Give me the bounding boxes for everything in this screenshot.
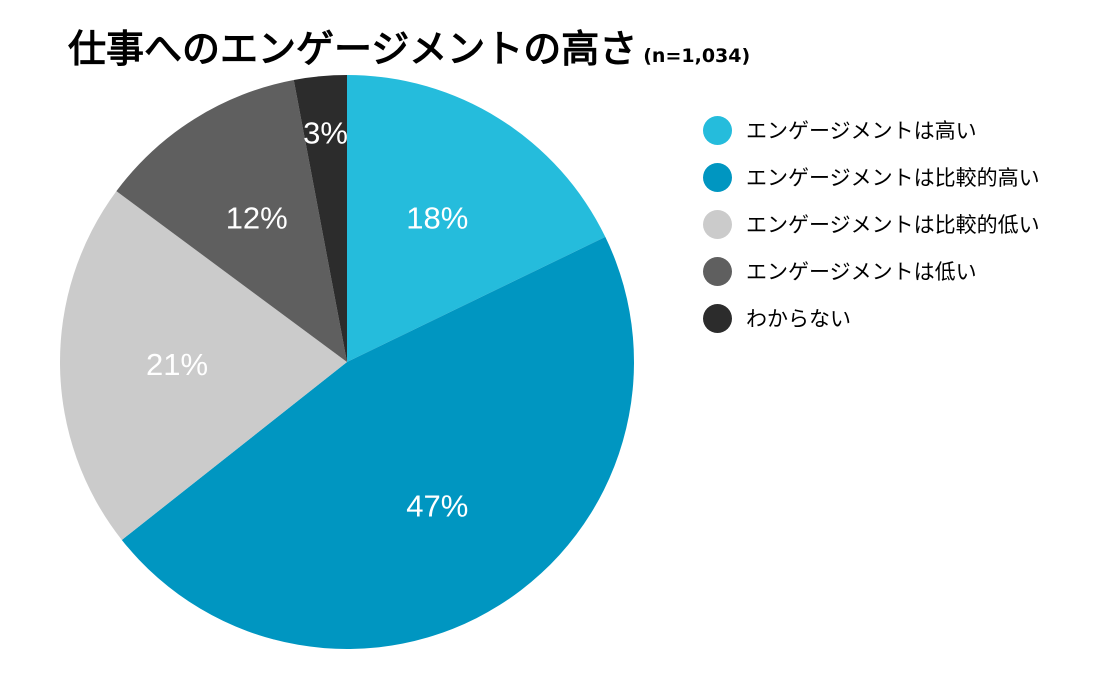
legend-item: エンゲージメントは比較的高い: [703, 161, 1083, 193]
pie-slice: [60, 191, 348, 540]
legend-item: エンゲージメントは比較的低い: [703, 208, 1083, 240]
legend-swatch: [703, 115, 732, 145]
slice-label: 47%: [406, 489, 468, 524]
legend-item: わからない: [703, 302, 1083, 334]
legend: エンゲージメントは高い エンゲージメントは比較的高い エンゲージメントは比較的低…: [703, 114, 1083, 349]
legend-label: エンゲージメントは高い: [746, 119, 977, 143]
slice-label: 3%: [303, 116, 348, 151]
slice-label: 18%: [406, 200, 468, 235]
pie-slice: [121, 236, 634, 649]
legend-label: わからない: [746, 307, 851, 331]
pie-slice: [347, 75, 606, 362]
chart-title-main: 仕事へのエンゲージメントの高さ: [68, 27, 638, 71]
legend-swatch: [703, 303, 732, 333]
legend-item: エンゲージメントは低い: [703, 255, 1083, 287]
legend-label: エンゲージメントは比較的高い: [746, 166, 1040, 190]
legend-label: エンゲージメントは比較的低い: [746, 213, 1040, 237]
pie-chart: 18% 47% 21% 12% 3%: [60, 75, 634, 649]
legend-swatch: [703, 162, 732, 192]
legend-item: エンゲージメントは高い: [703, 114, 1083, 146]
chart-title: 仕事へのエンゲージメントの高さ (n=1,034): [68, 18, 750, 73]
legend-swatch: [703, 209, 732, 239]
pie-slice: [293, 75, 347, 362]
slice-label: 12%: [226, 200, 288, 235]
chart-sample-size: (n=1,034): [643, 45, 751, 67]
slice-label: 21%: [146, 347, 208, 382]
pie-slice: [116, 79, 347, 363]
legend-swatch: [703, 256, 732, 286]
legend-label: エンゲージメントは低い: [746, 260, 977, 284]
